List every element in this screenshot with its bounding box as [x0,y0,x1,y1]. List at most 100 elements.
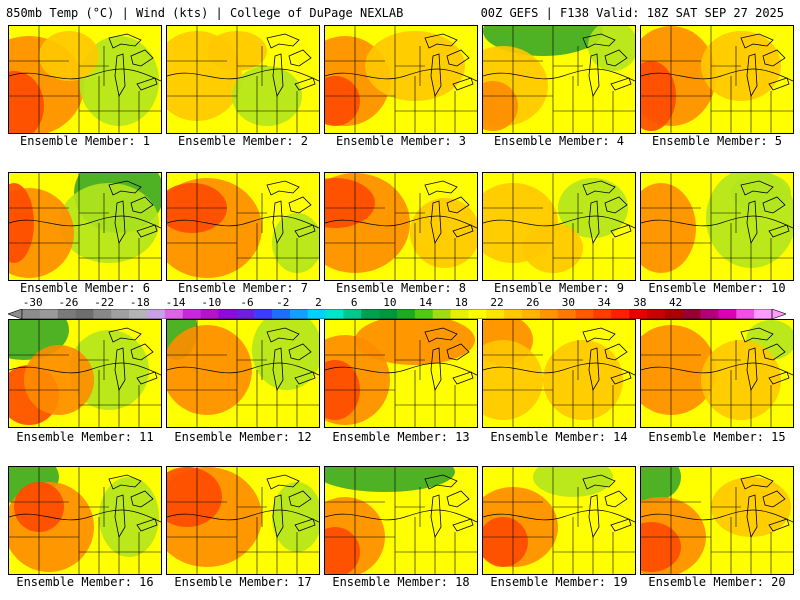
colorbar-swatch [272,309,291,319]
ensemble-panel [324,25,478,134]
colorbar-swatch [647,309,666,319]
colorbar-tick-label: -6 [240,296,254,309]
member-caption: Ensemble Member: 8 [335,281,467,295]
colorbar-swatch [236,309,255,319]
member-caption: Ensemble Member: 19 [490,575,628,589]
colorbar-swatch [307,309,326,319]
colorbar-swatch [629,309,648,319]
temperature-map [325,467,477,574]
colorbar-swatch [289,309,309,319]
ensemble-panel [8,172,162,281]
ensemble-panel [166,25,320,134]
member-caption: Ensemble Member: 6 [19,281,151,295]
ensemble-panel [482,466,636,575]
ensemble-panel [640,25,794,134]
temperature-map [167,173,319,280]
colorbar-swatch [75,309,94,319]
colorbar-tick-label: 18 [454,296,468,309]
colorbar-swatch [611,309,630,319]
member-caption: Ensemble Member: 9 [493,281,625,295]
temperature-map [483,467,635,574]
temperature-map [167,467,319,574]
colorbar-swatch [593,309,612,319]
temperature-map [483,320,635,427]
member-caption: Ensemble Member: 4 [493,134,625,148]
colorbar-swatch [522,309,541,319]
temperature-map [9,320,161,427]
member-caption: Ensemble Member: 1 [19,134,151,148]
temperature-map [9,467,161,574]
temperature-map [641,173,793,280]
colorbar-swatch [414,309,434,319]
temperature-map [325,173,477,280]
colorbar-swatch [379,309,398,319]
colorbar-swatch [450,309,469,319]
colorbar-swatch [736,309,755,319]
temperature-map [325,320,477,427]
member-caption: Ensemble Member: 3 [335,134,467,148]
ensemble-panel [324,172,478,281]
member-caption: Ensemble Member: 2 [177,134,309,148]
colorbar-swatch [343,309,362,319]
colorbar-swatch [57,309,76,319]
colorbar-tick-label: 6 [350,296,358,309]
colorbar-swatch [325,309,344,319]
colorbar-tick-label: -2 [276,296,290,309]
colorbar-swatch [147,309,166,319]
member-caption: Ensemble Member: 11 [16,430,154,444]
valid-time: 00Z GEFS | F138 Valid: 18Z SAT SEP 27 20… [480,6,784,20]
colorbar-swatch [182,309,201,319]
member-caption: Ensemble Member: 17 [174,575,312,589]
colorbar-swatch [129,309,148,319]
temperature-map [167,320,319,427]
ensemble-panel [482,25,636,134]
member-caption: Ensemble Member: 20 [648,575,786,589]
member-caption: Ensemble Member: 16 [16,575,154,589]
colorbar-swatch [164,309,184,319]
member-caption: Ensemble Member: 12 [174,430,312,444]
colorbar-tick-label: -18 [129,296,150,309]
colorbar-swatch [22,309,41,319]
colorbar-tick-label: 22 [490,296,504,309]
map-title: 850mb Temp (°C) | Wind (kts) | College o… [6,6,404,20]
temperature-map [483,26,635,133]
ensemble-panel [166,466,320,575]
colorbar-swatch [468,309,487,319]
colorbar-tick-label: 2 [315,296,322,309]
colorbar-swatch [682,309,701,319]
colorbar-tick-label: 34 [597,296,611,309]
colorbar-tick-label: 26 [526,296,540,309]
colorbar-tick-label: -26 [58,296,79,309]
colorbar-swatch [39,309,59,319]
ensemble-panel [8,25,162,134]
member-caption: Ensemble Member: 18 [332,575,470,589]
colorbar-tick-label: 30 [561,296,576,309]
colorbar-tick-label: -14 [165,296,186,309]
temperature-map [325,26,477,133]
temperature-map [9,173,161,280]
member-caption: Ensemble Member: 5 [651,134,783,148]
temperature-map [167,26,319,133]
colorbar-swatch [218,309,237,319]
ensemble-panel [324,319,478,428]
colorbar-swatch [539,309,559,319]
member-caption: Ensemble Member: 10 [648,281,786,295]
temperature-map [641,320,793,427]
colorbar-swatch [111,309,130,319]
member-caption: Ensemble Member: 14 [490,430,628,444]
colorbar-swatch [361,309,380,319]
temperature-map [483,173,635,280]
ensemble-panel [8,319,162,428]
colorbar-tick-label: 10 [383,296,397,309]
ensemble-panel [166,319,320,428]
member-caption: Ensemble Member: 13 [332,430,470,444]
ensemble-panel [166,172,320,281]
colorbar-swatch [486,309,505,319]
ensemble-panel [482,172,636,281]
colorbar-swatch [700,309,719,319]
colorbar-swatch [397,309,416,319]
ensemble-panel [640,172,794,281]
ensemble-panel [640,466,794,575]
temperature-map [9,26,161,133]
colorbar-swatch [575,309,594,319]
